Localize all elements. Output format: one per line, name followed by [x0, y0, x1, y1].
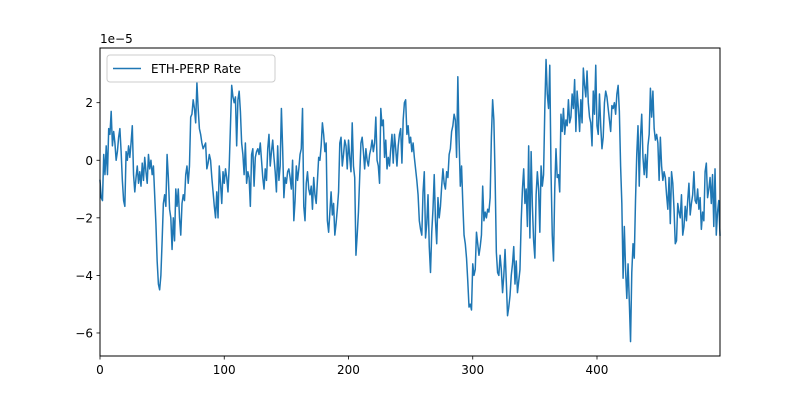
x-tick-label: 400 [586, 363, 609, 377]
legend-frame [106, 54, 276, 83]
legend-label: ETH-PERP Rate [151, 62, 241, 76]
x-tick-label: 100 [213, 363, 236, 377]
y-tick-label: −6 [75, 326, 93, 340]
plot-frame [99, 47, 721, 357]
y-axis: −6 −4 −2 0 2 [75, 96, 100, 340]
x-tick-label: 0 [96, 363, 104, 377]
y-tick-label: −2 [75, 211, 93, 225]
y-offset-label: 1e−5 [100, 32, 133, 46]
x-tick-label: 300 [461, 363, 484, 377]
series-layer [99, 58, 721, 343]
series-line-0 [99, 58, 721, 343]
y-tick-label: −4 [75, 269, 93, 283]
x-tick-label: 200 [337, 363, 360, 377]
y-tick-label: 0 [85, 154, 93, 168]
legend: ETH-PERP Rate [106, 54, 276, 83]
y-tick-label: 2 [85, 96, 93, 110]
x-axis: 0 100 200 300 400 [96, 356, 608, 377]
